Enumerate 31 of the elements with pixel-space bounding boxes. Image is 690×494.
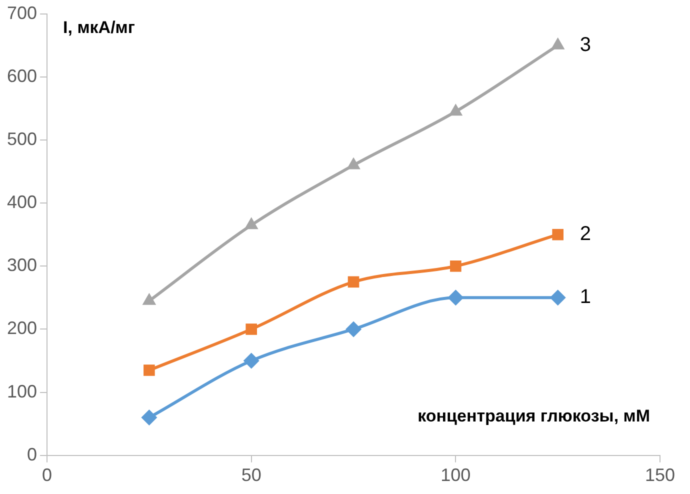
series-label: 3 <box>580 34 591 56</box>
point <box>346 157 360 170</box>
point <box>550 37 565 50</box>
point <box>448 290 464 306</box>
series-label: 1 <box>580 286 591 308</box>
series-label: 2 <box>580 223 591 246</box>
y-tick-label: 400 <box>6 192 38 212</box>
x-tick-label: 50 <box>241 465 262 486</box>
point <box>141 410 158 426</box>
point <box>144 364 155 376</box>
y-tick-label: 500 <box>6 128 38 149</box>
point <box>346 321 362 338</box>
y-tick-label: 0 <box>27 444 38 464</box>
point <box>246 324 258 335</box>
y-tick-label: 100 <box>6 381 38 402</box>
point <box>550 290 566 306</box>
y-tick-label: 700 <box>6 2 38 23</box>
point <box>348 276 360 288</box>
point <box>243 352 260 369</box>
y-tick-label: 600 <box>6 66 38 86</box>
x-tick-label: 150 <box>644 465 676 486</box>
x-tick-label: 0 <box>42 465 52 486</box>
point <box>448 104 463 116</box>
x-tick-label: 100 <box>440 465 471 486</box>
x-axis-title: концентрация глюкозы, мМ <box>418 406 650 426</box>
y-axis-title: I, мкА/мг <box>63 18 135 37</box>
y-tick-label: 200 <box>6 318 38 338</box>
y-tick-label: 300 <box>6 255 38 276</box>
point <box>244 217 258 230</box>
point <box>552 228 564 240</box>
point <box>450 260 462 272</box>
